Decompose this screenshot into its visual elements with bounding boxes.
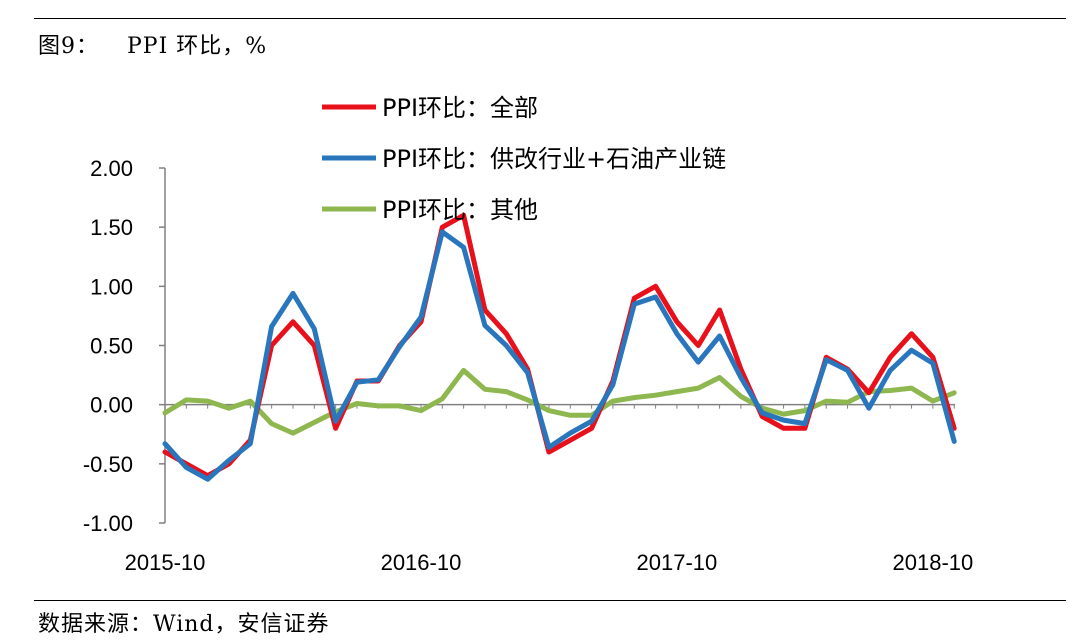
y-tick-label: -0.50: [83, 452, 133, 477]
x-axis: 2015-10 2016-10 2017-10 2018-10: [125, 403, 974, 575]
legend-label: PPI环比：其他: [382, 196, 538, 224]
data-source: 数据来源：Wind，安信证券: [38, 612, 330, 637]
figure-title: 图9： PPI 环比，%: [38, 28, 267, 60]
y-tick-label: 0.50: [90, 334, 133, 359]
x-tick-label: 2017-10: [637, 550, 718, 575]
y-tick-label: 2.00: [90, 156, 133, 181]
legend-label: PPI环比：供改行业+石油产业链: [382, 145, 726, 173]
y-tick-label: 1.50: [90, 215, 133, 240]
y-axis: 2.00 1.50 1.00 0.50 0.00 -0.50 -1.00: [83, 156, 166, 536]
y-tick-label: 1.00: [90, 274, 133, 299]
line-chart: 2.001.501.000.500.00-0.50-1.00 2015-10 20…: [83, 94, 974, 575]
bottom-rule: [34, 600, 1066, 601]
x-tick-label: 2016-10: [381, 550, 462, 575]
series-line: [162, 229, 957, 482]
legend-label: PPI环比：全部: [382, 94, 538, 122]
figure-title-text: PPI 环比，%: [127, 34, 268, 59]
figure-number: 图9：: [38, 34, 99, 59]
series-layer: [162, 212, 957, 482]
series-line: [162, 367, 957, 436]
x-tick-label: 2015-10: [125, 550, 206, 575]
legend: PPI环比：全部 PPI环比：供改行业+石油产业链 PPI环比：其他: [322, 94, 726, 224]
top-rule: [34, 18, 1066, 19]
x-tick-label: 2018-10: [893, 550, 974, 575]
y-tick-label: -1.00: [83, 511, 133, 536]
series-line: [162, 212, 957, 479]
y-tick-label: 0.00: [90, 393, 133, 418]
